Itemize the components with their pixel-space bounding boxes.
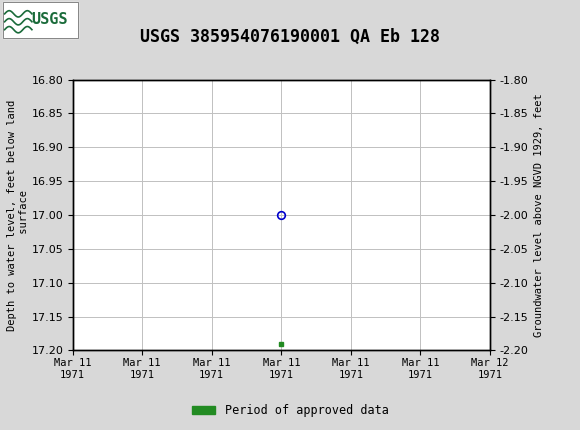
FancyBboxPatch shape [3, 2, 78, 37]
Legend: Period of approved data: Period of approved data [187, 399, 393, 422]
Text: USGS: USGS [31, 12, 67, 27]
Text: USGS 385954076190001 QA Eb 128: USGS 385954076190001 QA Eb 128 [140, 28, 440, 46]
Y-axis label: Depth to water level, feet below land
 surface: Depth to water level, feet below land su… [7, 99, 29, 331]
Y-axis label: Groundwater level above NGVD 1929, feet: Groundwater level above NGVD 1929, feet [534, 93, 543, 337]
